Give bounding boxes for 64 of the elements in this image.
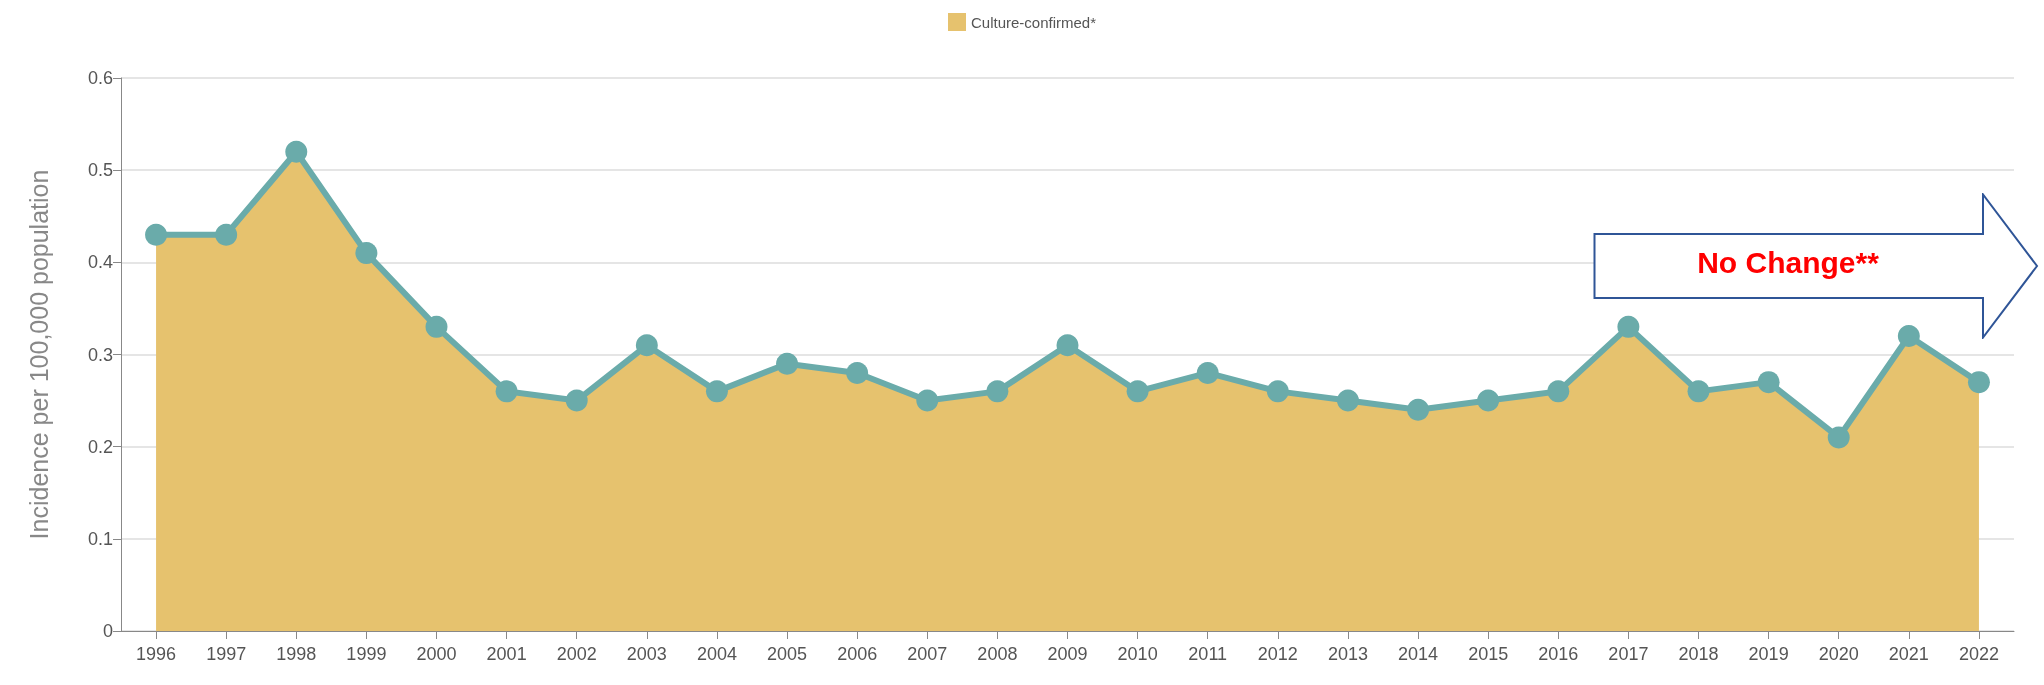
x-tick-label: 2007: [907, 644, 948, 664]
y-tick-label: 0.4: [87, 252, 113, 273]
point: [565, 389, 588, 412]
point: [1547, 380, 1570, 403]
y-tick-label: 0.5: [87, 160, 113, 181]
point: [776, 352, 799, 375]
x-tick-label: 2005: [767, 644, 808, 664]
x-tick-label: 1997: [206, 644, 247, 664]
point: [1056, 334, 1079, 357]
x-tick-label: 2018: [1678, 644, 1719, 664]
point: [1827, 426, 1850, 449]
point: [355, 242, 378, 265]
x-tick-label: 2000: [416, 644, 457, 664]
point: [846, 361, 869, 384]
point: [425, 315, 448, 338]
y-tick-label: 0.6: [87, 68, 113, 88]
point: [1196, 361, 1219, 384]
x-tick-label: 2004: [696, 644, 737, 664]
x-tick-label: 2015: [1468, 644, 1509, 664]
x-tick-label: 1996: [136, 644, 177, 664]
y-tick-label: 0.3: [87, 344, 113, 365]
x-tick-label: 2020: [1818, 644, 1859, 664]
point: [635, 334, 658, 357]
x-tick-label: 2016: [1538, 644, 1579, 664]
point: [1266, 380, 1289, 403]
point: [215, 223, 238, 246]
x-tick-label: 2014: [1398, 644, 1439, 664]
point: [1126, 380, 1149, 403]
annotation: No Change**: [1696, 246, 1880, 280]
point: [145, 223, 168, 246]
x-tick-label: 2011: [1188, 644, 1228, 664]
y-tick-label: 0: [102, 621, 113, 641]
point: [495, 380, 518, 403]
point: [1336, 389, 1359, 412]
y-axis-title: Incidence per 100,000 population: [24, 169, 53, 540]
x-tick-label: 2008: [977, 644, 1018, 664]
x-tick-label: 1998: [276, 644, 317, 664]
point: [1967, 371, 1990, 394]
x-tick-label: 2001: [486, 644, 527, 664]
x-tick-label: 2021: [1888, 644, 1929, 664]
x-tick-label: 2012: [1257, 644, 1298, 664]
point: [1687, 380, 1710, 403]
x-tick-label: 2002: [556, 644, 597, 664]
point: [1407, 398, 1430, 421]
x-tick-label: 1999: [346, 644, 387, 664]
x-tick-label: 2022: [1958, 644, 1999, 664]
point: [916, 389, 939, 412]
x-tick-label: 2013: [1327, 644, 1368, 664]
x-tick-label: 2009: [1047, 644, 1088, 664]
point: [1617, 315, 1640, 338]
legend-label: Culture-confirmed*: [970, 13, 1097, 31]
point: [1897, 325, 1920, 348]
x-tick-label: 2019: [1748, 644, 1789, 664]
x-tick-label: 2003: [626, 644, 667, 664]
x-tick-label: 2017: [1608, 644, 1649, 664]
x-tick-label: 2006: [837, 644, 878, 664]
y-tick-label: 0.2: [87, 436, 113, 457]
point: [705, 380, 728, 403]
point: [1477, 389, 1500, 412]
point: [986, 380, 1009, 403]
point: [285, 140, 308, 163]
x-tick-label: 2010: [1117, 644, 1158, 664]
y-tick-label: 0.1: [87, 528, 113, 549]
point: [1757, 371, 1780, 394]
